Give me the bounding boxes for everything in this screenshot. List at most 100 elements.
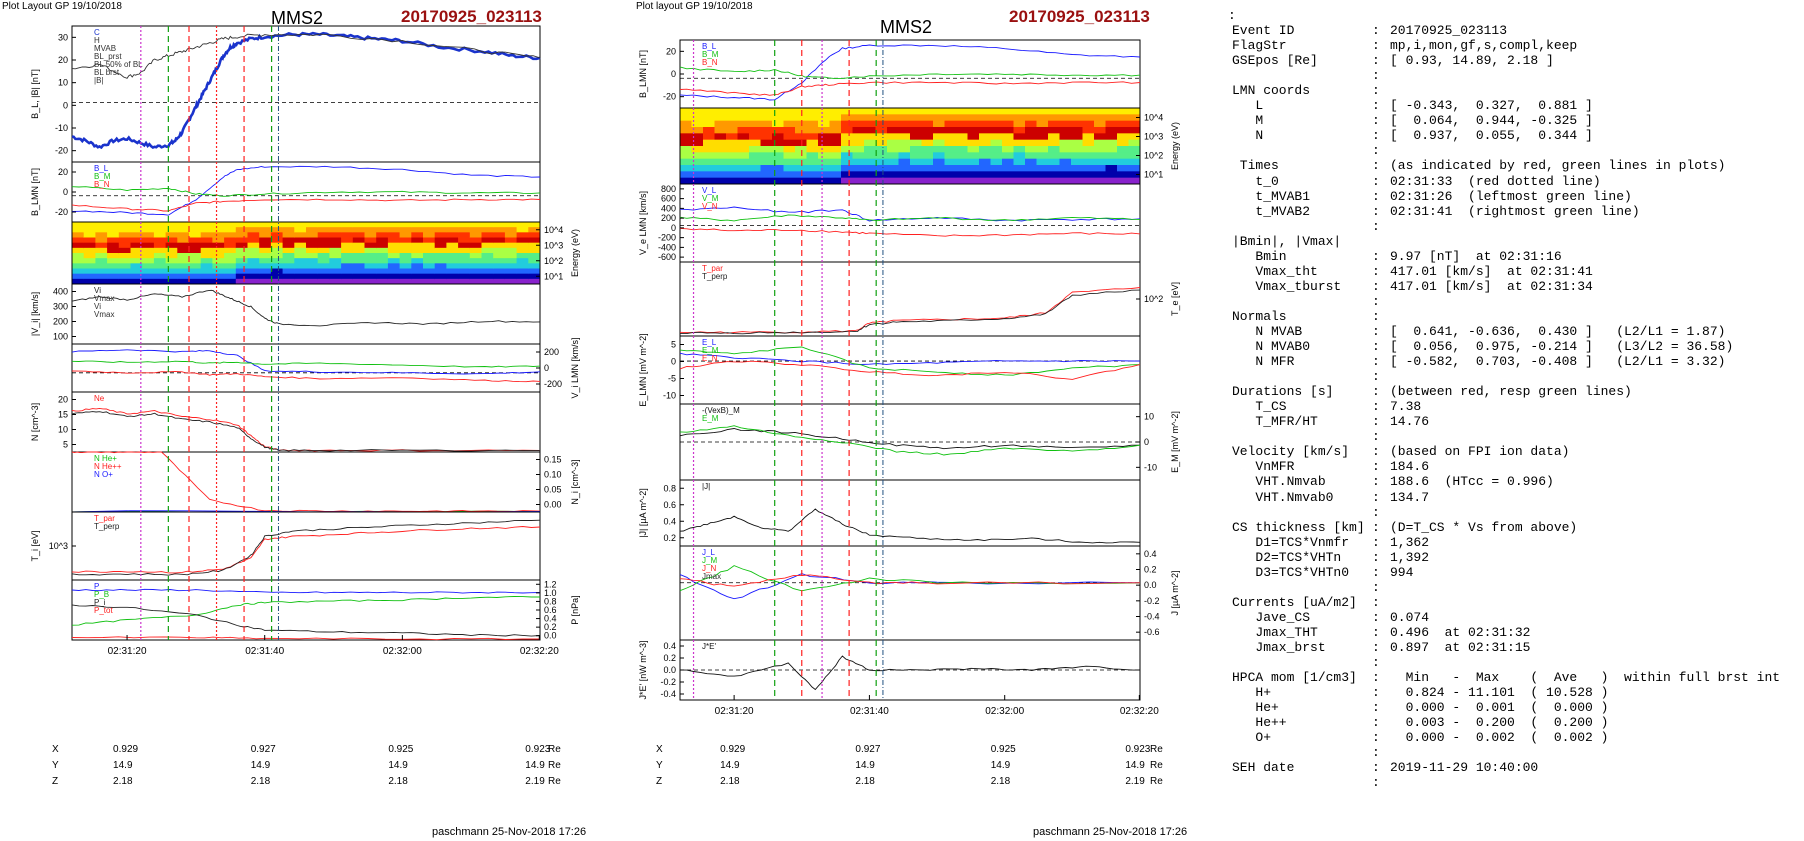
info-value: Min - Max ( Ave ) within full brst int bbox=[1390, 670, 1781, 686]
spectrogram-cell bbox=[142, 232, 155, 238]
spectrogram-cell bbox=[852, 171, 865, 179]
y-axis-label: |V_i| [km/s] bbox=[30, 292, 40, 336]
y-tick-label: 0.4 bbox=[663, 516, 676, 526]
spectrogram-cell bbox=[387, 227, 401, 233]
y-tick-label: 0.0 bbox=[663, 665, 676, 675]
spectrogram-cell bbox=[504, 247, 518, 254]
info-line: : bbox=[1232, 294, 1800, 309]
info-line: H+: 0.824 - 11.101 ( 10.528 ) bbox=[1232, 685, 1800, 700]
coord-label: Y bbox=[52, 760, 59, 771]
spectrogram-cell bbox=[259, 247, 272, 254]
info-colon: : bbox=[1372, 715, 1380, 731]
spectrogram-cell bbox=[282, 278, 295, 285]
chart-panel: 200 0 -200 V_i LMN [km/s] bbox=[71, 337, 580, 399]
info-value: [ 0.064, 0.944, -0.325 ] bbox=[1390, 113, 1593, 129]
info-line: : bbox=[1232, 655, 1800, 670]
spectrogram-cell bbox=[306, 263, 319, 269]
spectrogram-cell bbox=[247, 237, 260, 244]
chart-panel: B_LB_MB_N 20 0 -20 B_LMN [nT] bbox=[30, 161, 541, 223]
chart-panel: E_LE_ME_N 5 0 -5 -10 E_LMN [mV m^-2] bbox=[638, 333, 1141, 407]
spectrogram-cell bbox=[979, 127, 991, 134]
spectrogram-cell bbox=[212, 263, 225, 269]
spectrogram-cell bbox=[737, 108, 750, 115]
spectrogram-cell bbox=[1105, 177, 1118, 185]
spectrogram-cell bbox=[469, 253, 482, 259]
spectrogram-cell bbox=[200, 268, 213, 275]
spectrogram-cell bbox=[95, 268, 108, 275]
spectrogram-cell bbox=[1013, 177, 1026, 185]
spectrogram-cell bbox=[749, 165, 761, 172]
spectrogram-cell bbox=[504, 278, 518, 285]
spectrogram-cell bbox=[458, 237, 471, 244]
info-colon: : bbox=[1372, 173, 1380, 189]
spectrogram-cell bbox=[399, 258, 412, 264]
spectrogram-cell bbox=[376, 258, 389, 264]
info-value: (between red, resp green lines) bbox=[1390, 384, 1632, 400]
spectrogram-cell bbox=[434, 273, 447, 280]
panel-frame bbox=[679, 479, 1141, 547]
spectrogram-cell bbox=[1117, 133, 1129, 141]
info-key: H+ bbox=[1232, 685, 1272, 701]
spectrogram-cell bbox=[829, 108, 842, 115]
spectrogram-cell bbox=[783, 165, 796, 172]
spectrogram-cell bbox=[224, 232, 237, 238]
spectrogram-cell bbox=[864, 127, 876, 134]
y-tick-label: 0.2 bbox=[544, 622, 557, 632]
spectrogram-cell bbox=[772, 133, 784, 141]
spectrogram-cell bbox=[317, 273, 330, 280]
spectrogram-cell bbox=[118, 258, 131, 264]
spectrogram-cell bbox=[979, 152, 991, 160]
spectrogram-cell bbox=[1048, 120, 1060, 128]
legend-label: V_M bbox=[702, 194, 719, 203]
series-line bbox=[71, 604, 541, 637]
legend-label: P_i bbox=[94, 598, 106, 607]
info-line: T_MFR/HT:14.76 bbox=[1232, 414, 1800, 429]
spectrogram-cell bbox=[1094, 114, 1106, 122]
coord-value: 2.18 bbox=[990, 776, 1011, 787]
spectrogram-cell bbox=[910, 120, 922, 128]
spectrogram-cell bbox=[1025, 152, 1037, 160]
spectrogram-cell bbox=[726, 165, 738, 172]
spectrogram-cell bbox=[130, 273, 143, 280]
y-tick-label: 0 bbox=[544, 363, 549, 373]
info-line: Times: (as indicated by red, green lines … bbox=[1232, 158, 1800, 173]
spectrogram-cell bbox=[749, 177, 761, 185]
spectrogram-cell bbox=[737, 127, 750, 134]
spectrogram-cell bbox=[910, 171, 922, 179]
spectrogram-cell bbox=[341, 227, 354, 233]
spectrogram-cell bbox=[481, 237, 494, 244]
spectrogram-cell bbox=[737, 146, 750, 153]
spectrogram-cell bbox=[956, 108, 968, 115]
spectrogram-cell bbox=[921, 177, 934, 185]
y-tick-label: -0.6 bbox=[1144, 627, 1160, 637]
spectrogram-cell bbox=[967, 139, 980, 147]
spectrogram-cell bbox=[224, 268, 237, 275]
spectrogram-cell bbox=[458, 253, 471, 259]
spectrogram-cell bbox=[224, 242, 237, 249]
spectrogram-cell bbox=[956, 114, 968, 122]
spectrogram-cell bbox=[423, 247, 436, 254]
spectrogram-cell bbox=[772, 139, 784, 147]
spectrogram-cell bbox=[852, 127, 865, 134]
chart-panel: J*E' 0.4 0.2 0.0 -0.2 -0.4 J*E' [nW m^-3] bbox=[638, 639, 1141, 701]
spectrogram-cell bbox=[783, 146, 796, 153]
spectrogram-cell bbox=[864, 158, 876, 166]
spectrogram-cell bbox=[990, 139, 1003, 147]
spectrogram-cell bbox=[898, 177, 911, 185]
spectrogram-cell bbox=[680, 114, 692, 122]
spectrogram-cell bbox=[200, 222, 213, 228]
y-tick-label: 0.10 bbox=[544, 470, 562, 480]
legend-label: Vmax bbox=[94, 310, 114, 319]
spectrogram-cell bbox=[177, 263, 190, 269]
spectrogram-cell bbox=[306, 258, 319, 264]
spectrogram-cell bbox=[423, 278, 436, 285]
spectrogram-cell bbox=[726, 133, 738, 141]
spectrogram-cell bbox=[910, 108, 922, 115]
spectrogram-cell bbox=[107, 232, 120, 238]
spectrogram-cell bbox=[434, 222, 447, 228]
legend-label: B_M bbox=[702, 50, 719, 59]
spectrogram-cell bbox=[1128, 171, 1141, 179]
spectrogram-cell bbox=[1036, 127, 1049, 134]
coord-value: 14.9 bbox=[250, 760, 271, 771]
